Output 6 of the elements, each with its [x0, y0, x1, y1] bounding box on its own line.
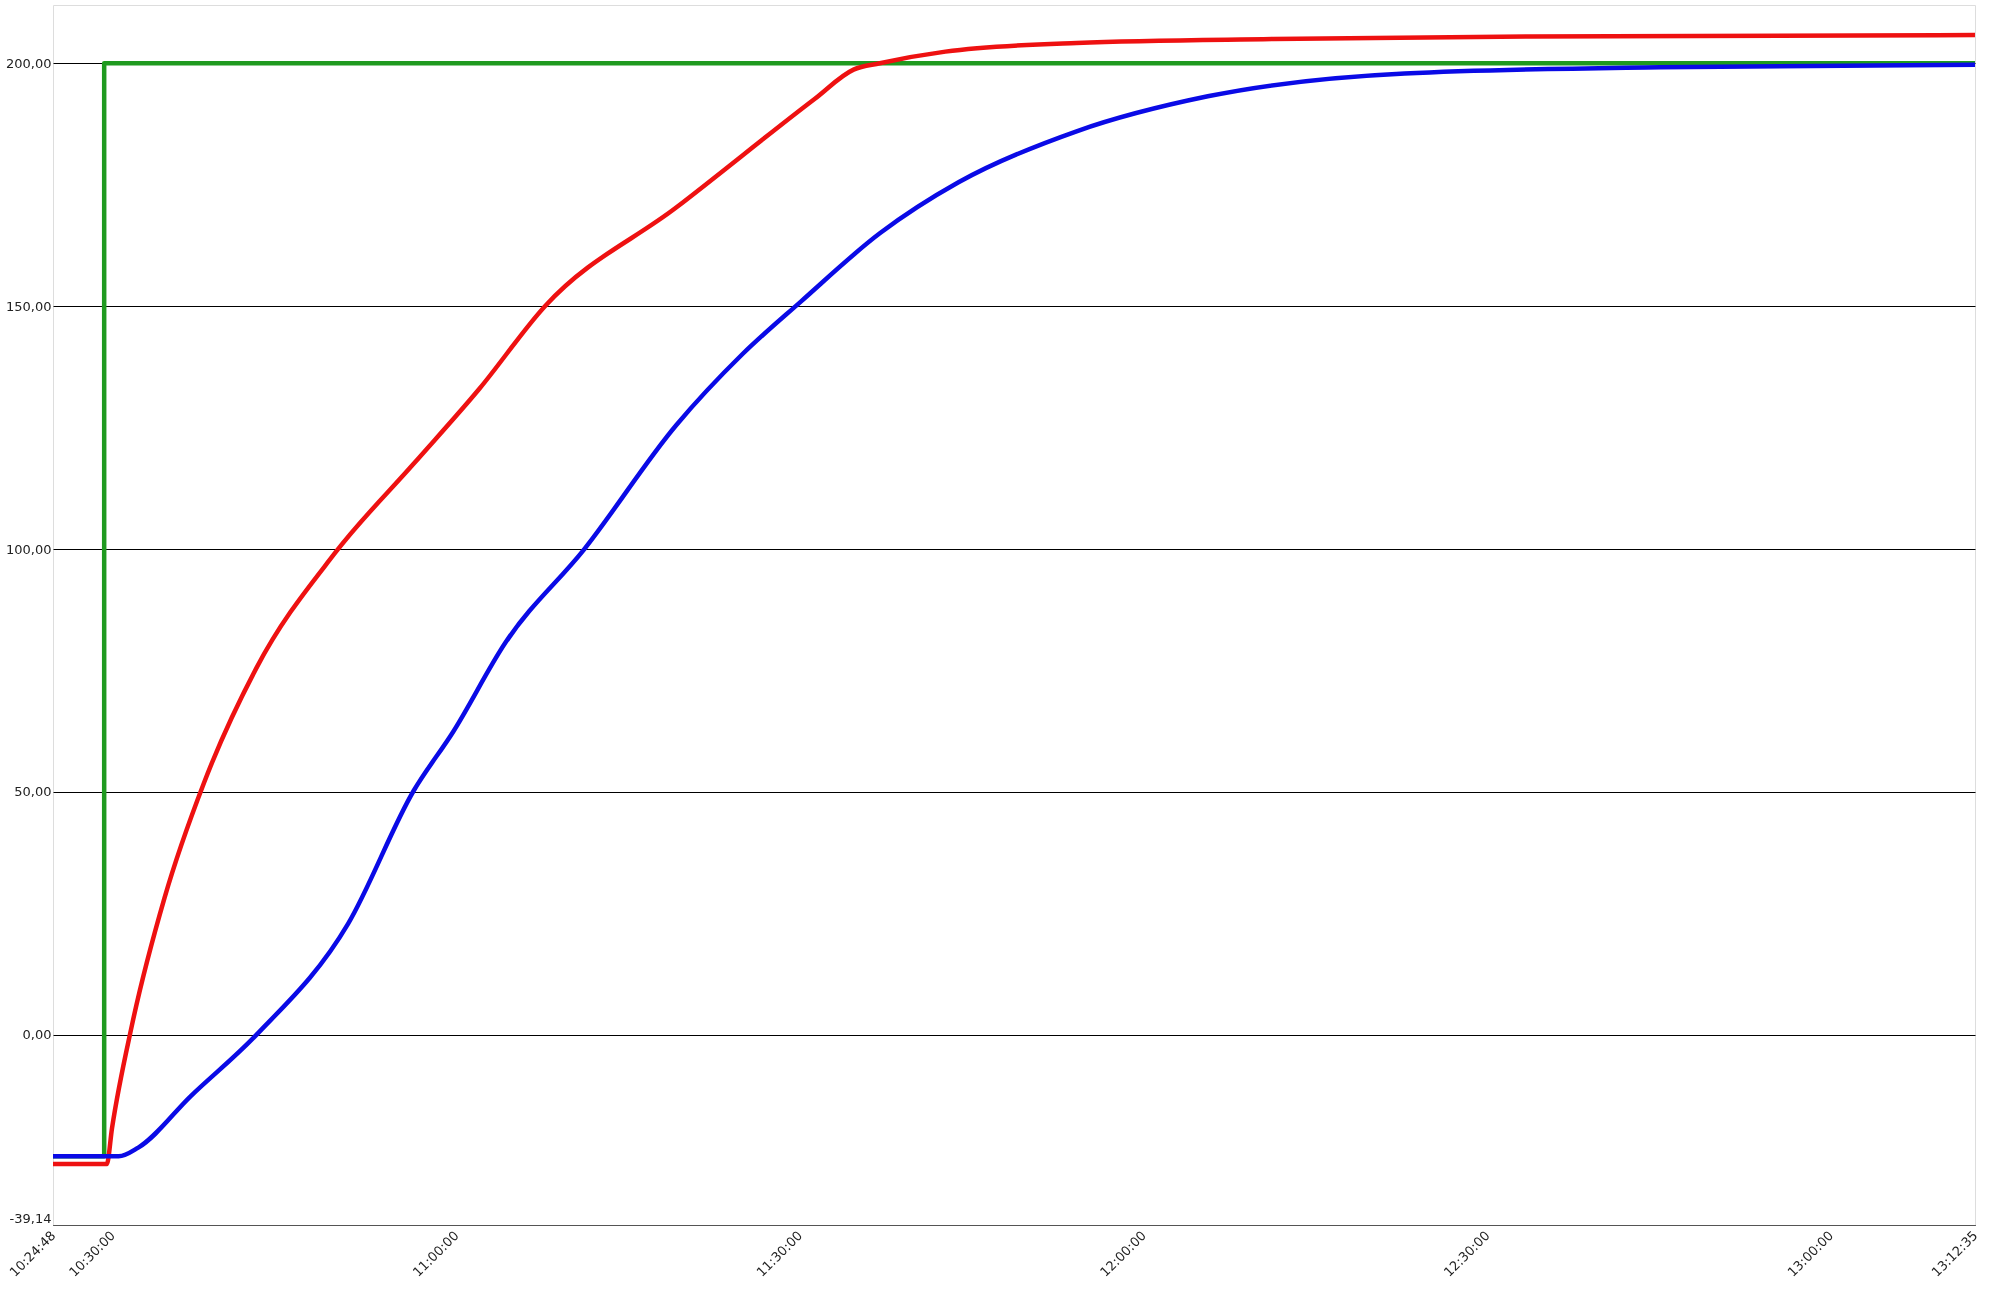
y-tick-label: 0,00: [22, 1027, 52, 1043]
y-tick-label: 50,00: [14, 784, 52, 800]
y-tick-label: -39,14: [9, 1210, 52, 1226]
y-tick-label: 100,00: [6, 541, 52, 557]
y-tick-label: 200,00: [6, 55, 52, 71]
y-tick-label: 150,00: [6, 298, 52, 314]
